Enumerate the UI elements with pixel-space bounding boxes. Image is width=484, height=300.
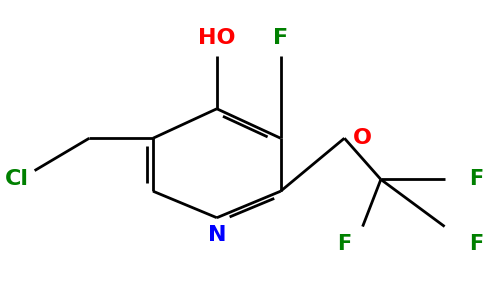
Text: Cl: Cl [4, 169, 29, 189]
Text: HO: HO [198, 28, 236, 48]
Text: F: F [469, 169, 484, 189]
Text: O: O [353, 128, 372, 148]
Text: F: F [273, 28, 288, 48]
Text: F: F [469, 234, 484, 254]
Text: F: F [337, 234, 351, 254]
Text: N: N [208, 225, 226, 245]
